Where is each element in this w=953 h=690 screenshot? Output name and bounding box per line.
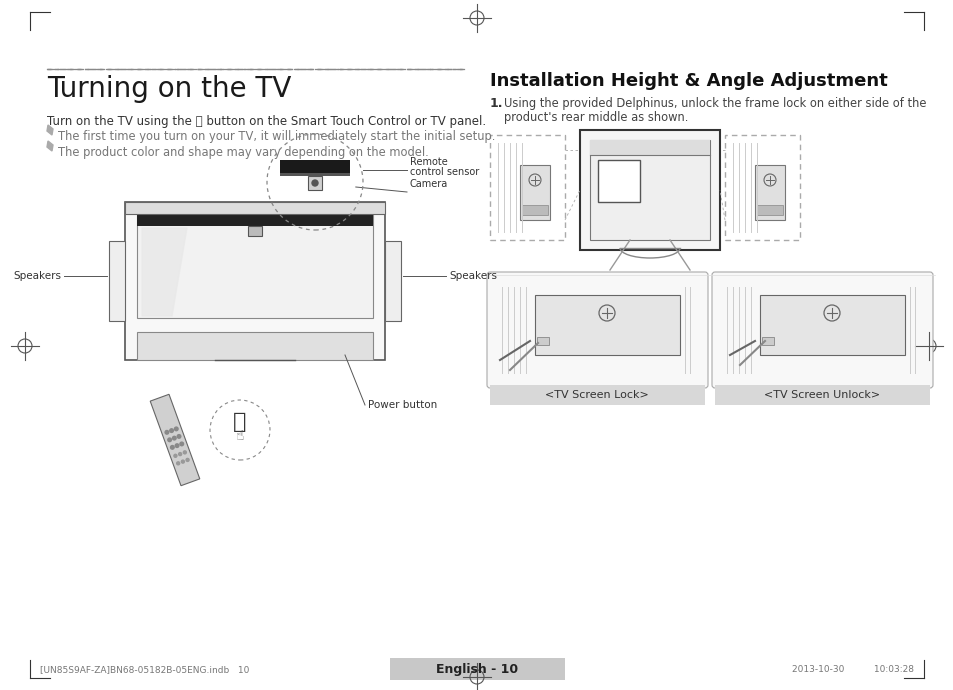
- Circle shape: [165, 431, 169, 434]
- Bar: [280, 173, 350, 176]
- Bar: [137, 214, 373, 318]
- Polygon shape: [47, 125, 53, 135]
- Circle shape: [171, 446, 174, 449]
- Bar: [760, 295, 904, 355]
- Text: 1.: 1.: [490, 97, 503, 110]
- Text: <TV Screen Unlock>: <TV Screen Unlock>: [763, 390, 879, 400]
- Bar: [137, 332, 373, 360]
- Text: Turn on the TV using the ⏻ button on the Smart Touch Control or TV panel.: Turn on the TV using the ⏻ button on the…: [47, 115, 486, 128]
- Text: ☝: ☝: [235, 429, 244, 443]
- Bar: [150, 394, 199, 486]
- Circle shape: [312, 180, 317, 186]
- Text: Speakers: Speakers: [13, 271, 61, 281]
- Text: product's rear middle as shown.: product's rear middle as shown.: [503, 111, 688, 124]
- Text: control sensor: control sensor: [410, 167, 478, 177]
- Bar: [308, 176, 322, 190]
- Bar: [521, 205, 547, 215]
- Text: <TV Screen Lock>: <TV Screen Lock>: [544, 390, 648, 400]
- Circle shape: [180, 442, 183, 446]
- Text: ⏻: ⏻: [233, 412, 247, 432]
- Text: [UN85S9AF-ZA]BN68-05182B-05ENG.indb   10: [UN85S9AF-ZA]BN68-05182B-05ENG.indb 10: [40, 665, 249, 675]
- Bar: [761, 337, 773, 345]
- Circle shape: [186, 458, 189, 462]
- Bar: [757, 205, 782, 215]
- Bar: [598, 160, 639, 202]
- FancyBboxPatch shape: [486, 272, 707, 388]
- Text: Turning on the TV: Turning on the TV: [47, 75, 291, 103]
- Circle shape: [178, 453, 181, 455]
- Circle shape: [173, 454, 176, 457]
- Circle shape: [177, 435, 181, 438]
- Bar: [109, 241, 125, 321]
- Bar: [390, 658, 564, 680]
- Text: Remote: Remote: [410, 157, 447, 167]
- Bar: [589, 140, 709, 155]
- Text: Using the provided Delphinus, unlock the frame lock on either side of the: Using the provided Delphinus, unlock the…: [503, 97, 925, 110]
- Polygon shape: [47, 141, 53, 151]
- Bar: [280, 160, 350, 174]
- Text: Speakers: Speakers: [449, 271, 497, 281]
- Bar: [579, 130, 720, 250]
- Text: The product color and shape may vary depending on the model.: The product color and shape may vary dep…: [58, 146, 428, 159]
- Text: Installation Height & Angle Adjustment: Installation Height & Angle Adjustment: [490, 72, 887, 90]
- Text: The first time you turn on your TV, it will immediately start the initial setup.: The first time you turn on your TV, it w…: [58, 130, 495, 143]
- Bar: [754, 165, 784, 220]
- Circle shape: [183, 451, 186, 454]
- Bar: [519, 165, 550, 220]
- Bar: [125, 202, 385, 214]
- Bar: [537, 337, 548, 345]
- Bar: [137, 214, 373, 226]
- Text: 2013-10-30      10:03:28: 2013-10-30 10:03:28: [791, 665, 913, 675]
- FancyBboxPatch shape: [711, 272, 932, 388]
- Text: English - 10: English - 10: [436, 662, 517, 676]
- Bar: [714, 385, 929, 405]
- Circle shape: [175, 444, 178, 447]
- Circle shape: [170, 428, 173, 433]
- Text: Camera: Camera: [410, 179, 448, 189]
- Circle shape: [168, 438, 172, 442]
- Bar: [490, 385, 704, 405]
- Bar: [490, 135, 564, 240]
- Bar: [248, 226, 262, 236]
- Polygon shape: [142, 228, 187, 316]
- Bar: [589, 140, 709, 240]
- Circle shape: [174, 427, 178, 431]
- Text: Power button: Power button: [368, 400, 436, 410]
- Bar: [125, 202, 385, 360]
- Circle shape: [172, 436, 176, 440]
- Bar: [385, 241, 400, 321]
- Bar: [724, 135, 800, 240]
- Circle shape: [181, 460, 184, 463]
- Circle shape: [176, 462, 179, 465]
- Bar: [535, 295, 679, 355]
